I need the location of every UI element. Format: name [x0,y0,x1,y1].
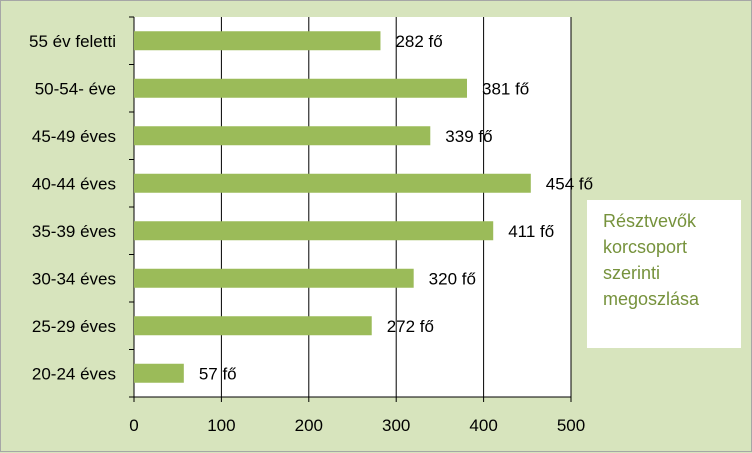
category-label: 40-44 éves [32,174,116,193]
data-label: 57 fő [199,364,237,383]
bar [134,221,494,241]
bar [134,268,414,288]
category-label: 35-39 éves [32,222,116,241]
x-tick-label: 0 [129,416,138,435]
x-tick-label: 300 [382,416,410,435]
chart-title: Résztvevők korcsoport szerinti megoszlás… [587,200,741,348]
data-label: 454 fő [546,174,593,193]
x-tick-label: 100 [207,416,235,435]
bar [134,78,467,98]
category-label: 45-49 éves [32,127,116,146]
category-label: 25-29 éves [32,317,116,336]
x-tick-label: 400 [469,416,497,435]
category-label: 30-34 éves [32,269,116,288]
bar [134,31,381,51]
data-label: 320 fő [429,269,476,288]
data-label: 282 fő [395,32,442,51]
x-tick-label: 200 [295,416,323,435]
plot-area [134,17,571,397]
data-label: 381 fő [482,79,529,98]
data-label: 272 fő [387,317,434,336]
x-tick-label: 500 [557,416,585,435]
category-label: 20-24 éves [32,364,116,383]
bar [134,316,372,336]
bar [134,126,431,146]
data-label: 339 fő [445,127,492,146]
labels: 0 100 200 300 400 500 55 év feletti 282 fő 50-54… [29,32,593,435]
bars [134,31,531,383]
category-label: 50-54- éve [35,79,116,98]
data-label: 411 fő [508,222,554,241]
category-label: 55 év feletti [29,32,116,51]
bar [134,363,184,383]
bar [134,173,531,193]
